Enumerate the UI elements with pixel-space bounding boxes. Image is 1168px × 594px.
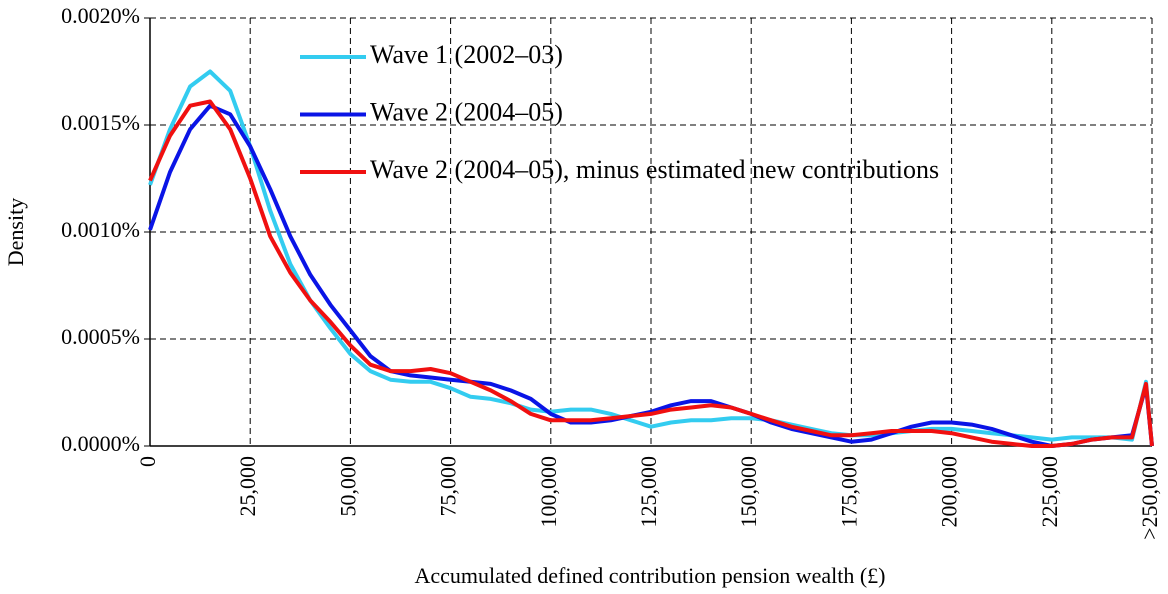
x-axis-label: Accumulated defined contribution pension… (414, 563, 885, 588)
legend-label: Wave 2 (2004–05), minus estimated new co… (370, 155, 939, 184)
line-series (148, 103, 1154, 448)
x-tick-label: 100,000 (536, 456, 561, 528)
x-tick-label: 125,000 (636, 456, 661, 528)
x-tick-label: 0 (135, 456, 160, 467)
x-tick-label: 50,000 (335, 456, 360, 517)
y-tick-label: 0.0015% (61, 110, 140, 135)
x-tick-label: 225,000 (1037, 456, 1062, 528)
x-tick-label: 175,000 (836, 456, 861, 528)
x-tick-label: 25,000 (235, 456, 260, 517)
line-series (148, 69, 1154, 447)
legend-label: Wave 2 (2004–05) (370, 97, 563, 126)
y-tick-label: 0.0020% (61, 3, 140, 28)
x-tick-label: 75,000 (436, 456, 461, 517)
line-series (148, 99, 1154, 448)
x-tick-label: >250,000 (1137, 456, 1162, 540)
x-tick-label: 200,000 (937, 456, 962, 528)
y-axis-label: Density (3, 198, 28, 266)
x-tick-label: 150,000 (736, 456, 761, 528)
legend-label: Wave 1 (2002–03) (370, 40, 563, 69)
y-tick-label: 0.0005% (61, 324, 140, 349)
y-tick-label: 0.0010% (61, 217, 140, 242)
y-tick-label: 0.0000% (61, 431, 140, 456)
